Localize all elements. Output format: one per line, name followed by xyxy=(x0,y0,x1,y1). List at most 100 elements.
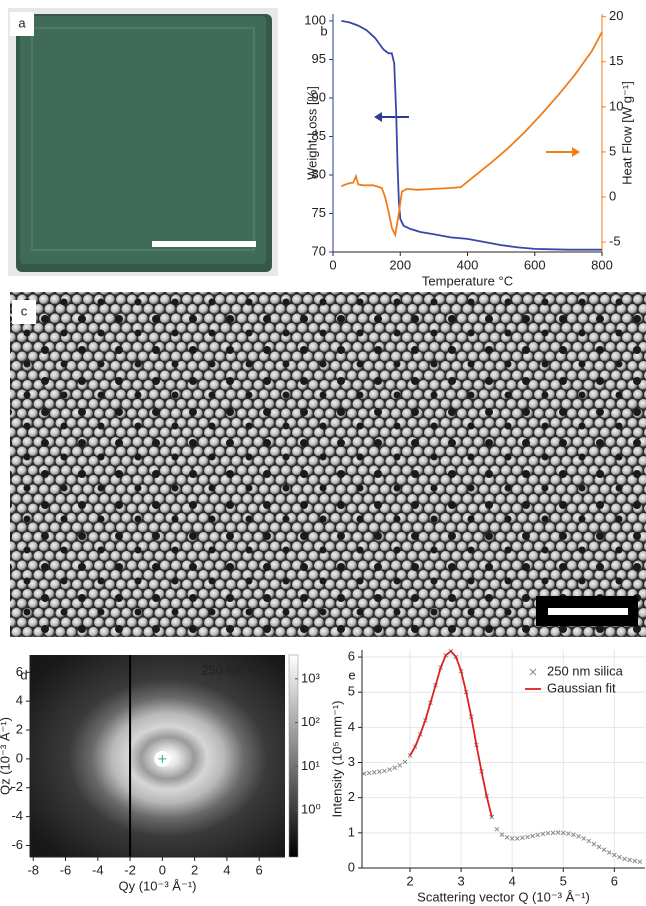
x-axis-label: Temperature °C xyxy=(422,273,513,288)
data-point xyxy=(504,835,510,840)
y-tick-label: 100 xyxy=(304,12,326,27)
x-tick-label: -4 xyxy=(92,862,104,877)
y-tick-label: -2 xyxy=(11,779,23,794)
data-point xyxy=(637,859,643,865)
data-point xyxy=(535,832,541,838)
y-tick-label: 2 xyxy=(348,789,355,804)
data-point xyxy=(514,836,520,841)
y-tick-label: -6 xyxy=(11,837,23,852)
data-point xyxy=(560,830,566,836)
data-point xyxy=(371,770,377,775)
y2-axis-label: Heat Flow [W g⁻¹] xyxy=(619,81,634,185)
x-tick-label: 600 xyxy=(524,257,546,272)
data-point xyxy=(499,832,505,837)
y-axis-label: Weight Loss [%] xyxy=(304,86,319,180)
data-point xyxy=(596,844,602,850)
x-tick-label: -8 xyxy=(27,862,39,877)
data-point xyxy=(606,850,612,855)
y-tick-label: 75 xyxy=(312,205,326,220)
data-point xyxy=(545,830,551,836)
panel-label-box xyxy=(12,300,36,324)
data-point xyxy=(530,833,535,839)
y-tick-label: 85 xyxy=(312,128,326,143)
data-point xyxy=(387,767,392,772)
x-tick-label: 3 xyxy=(457,873,464,888)
y-tick-label: 1 xyxy=(348,824,355,839)
data-point xyxy=(494,826,500,832)
series-line xyxy=(341,20,602,251)
annotation: 250 nm silica xyxy=(201,662,278,677)
data-point xyxy=(566,831,571,836)
data-point xyxy=(382,768,387,774)
x-tick-label: 6 xyxy=(256,862,263,877)
data-point xyxy=(520,835,525,841)
data-point xyxy=(627,857,633,863)
colorbar-tick-label: 10⁰ xyxy=(301,802,321,817)
data-point xyxy=(622,856,627,862)
y-axis-label: Qz (10⁻³ Å⁻¹) xyxy=(0,717,12,795)
data-point xyxy=(601,847,607,853)
x-tick-label: 400 xyxy=(457,257,479,272)
x-tick-label: 200 xyxy=(389,257,411,272)
y2-tick-label: 10 xyxy=(609,98,623,113)
data-point xyxy=(361,771,367,777)
data-point xyxy=(377,769,382,775)
y2-tick-label: 20 xyxy=(609,8,623,23)
data-point xyxy=(581,836,587,841)
data-point xyxy=(489,814,495,820)
y-tick-label: 2 xyxy=(16,721,23,736)
y-tick-label: 90 xyxy=(312,89,326,104)
data-point xyxy=(591,841,597,847)
x-axis-label: Scattering vector Q (10⁻³ Å⁻¹) xyxy=(417,889,590,904)
y-tick-label: 6 xyxy=(348,648,355,663)
photo xyxy=(8,8,278,276)
data-point xyxy=(509,836,515,841)
panel-label: a xyxy=(18,15,26,30)
panel-label: e xyxy=(348,667,355,682)
colorbar-tick-label: 10³ xyxy=(301,670,320,685)
panel-label-box xyxy=(10,12,34,36)
data-point xyxy=(576,834,581,839)
colorbar xyxy=(288,654,299,858)
x-tick-label: -2 xyxy=(124,862,136,877)
x-tick-label: 2 xyxy=(406,873,413,888)
data-point xyxy=(555,830,561,835)
y-tick-label: 95 xyxy=(312,51,326,66)
y-tick-label: 4 xyxy=(348,719,355,734)
x-tick-label: -6 xyxy=(60,862,72,877)
data-point xyxy=(397,762,403,768)
panel-label: b xyxy=(320,23,327,38)
y-tick-label: 0 xyxy=(348,859,355,874)
series-line xyxy=(409,649,493,818)
x-tick-label: 6 xyxy=(611,873,618,888)
legend-marker xyxy=(529,668,537,676)
y-tick-label: -4 xyxy=(11,808,23,823)
y2-tick-label: 5 xyxy=(609,143,616,158)
data-point xyxy=(632,858,638,864)
x-tick-label: 4 xyxy=(509,873,516,888)
x-tick-label: 5 xyxy=(560,873,567,888)
x-tick-label: 2 xyxy=(191,862,198,877)
y-tick-label: 70 xyxy=(312,243,326,258)
data-point xyxy=(402,759,408,765)
y2-tick-label: 0 xyxy=(609,188,616,203)
data-point xyxy=(525,834,530,840)
data-point xyxy=(366,770,372,776)
arrow-annotations xyxy=(374,112,580,157)
legend-label: 250 nm silica xyxy=(547,663,624,678)
x-tick-label: 800 xyxy=(591,257,613,272)
data-point xyxy=(586,838,592,844)
series-line xyxy=(341,31,603,238)
colorbar-tick-label: 10² xyxy=(301,714,320,729)
y2-tick-label: -5 xyxy=(609,234,621,249)
y-axis-label: Intensity (10⁵ mm⁻¹) xyxy=(329,701,344,818)
y-tick-label: 4 xyxy=(16,693,23,708)
data-point xyxy=(392,765,398,771)
panel-label: d xyxy=(20,667,27,682)
y-tick-label: 5 xyxy=(348,684,355,699)
y-tick-label: 80 xyxy=(312,166,326,181)
x-axis-label: Qy (10⁻³ Å⁻¹) xyxy=(118,878,196,893)
data-point xyxy=(540,831,546,837)
data-point xyxy=(617,854,622,860)
